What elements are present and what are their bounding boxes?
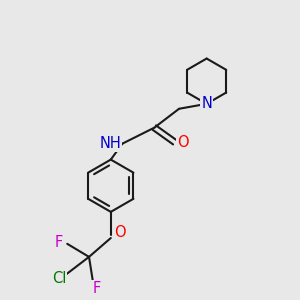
Text: O: O (114, 225, 126, 240)
Text: O: O (178, 135, 189, 150)
Text: N: N (201, 96, 212, 111)
Text: NH: NH (99, 136, 121, 151)
Text: Cl: Cl (52, 271, 66, 286)
Text: F: F (92, 281, 100, 296)
Text: F: F (55, 235, 63, 250)
